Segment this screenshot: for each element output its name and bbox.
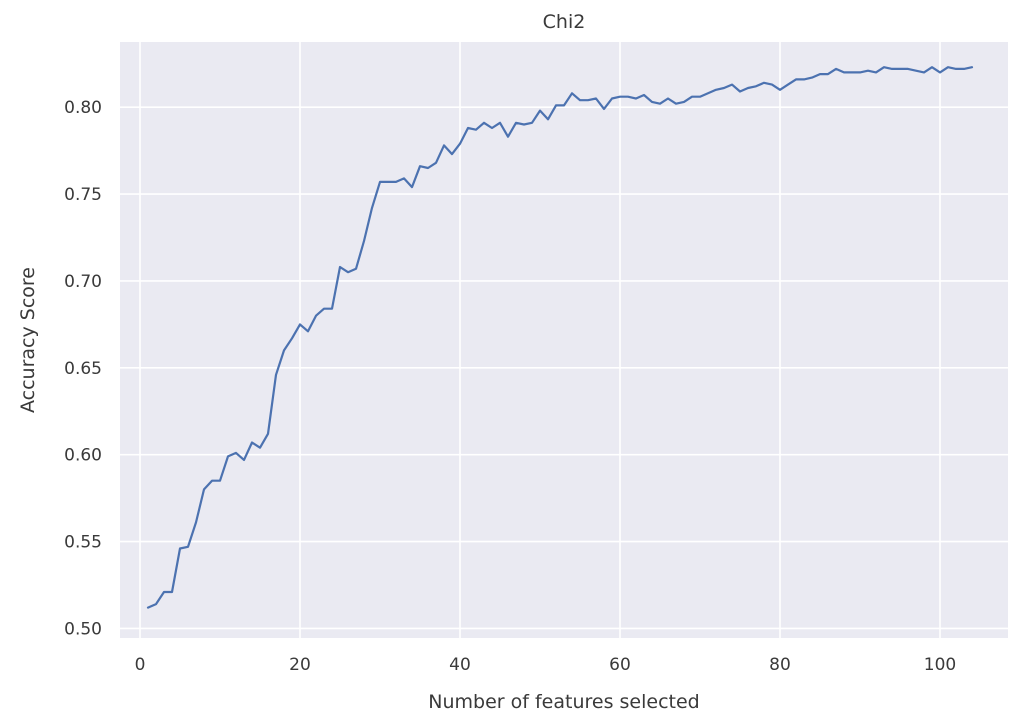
chart-title: Chi2 (543, 11, 586, 33)
x-tick-label: 80 (769, 655, 791, 675)
x-tick-label: 60 (609, 655, 631, 675)
y-tick-label: 0.75 (64, 185, 102, 205)
x-tick-label: 0 (135, 655, 146, 675)
y-tick-label: 0.80 (64, 98, 102, 118)
y-tick-labels: 0.50 0.55 0.60 0.65 0.70 0.75 0.80 (64, 98, 102, 639)
series-line (146, 66, 974, 609)
x-tick-label: 100 (924, 655, 956, 675)
x-axis-label: Number of features selected (428, 691, 699, 713)
y-tick-label: 0.55 (64, 533, 102, 553)
y-axis-label: Accuracy Score (17, 267, 39, 413)
y-tick-label: 0.60 (64, 446, 102, 466)
x-tick-labels: 0 20 40 60 80 100 (135, 655, 957, 675)
y-tick-label: 0.65 (64, 359, 102, 379)
plot-background (120, 42, 1008, 638)
x-tick-label: 20 (289, 655, 311, 675)
grid-lines (120, 42, 1008, 638)
y-tick-label: 0.70 (64, 272, 102, 292)
y-tick-label: 0.50 (64, 619, 102, 639)
x-tick-label: 40 (449, 655, 471, 675)
